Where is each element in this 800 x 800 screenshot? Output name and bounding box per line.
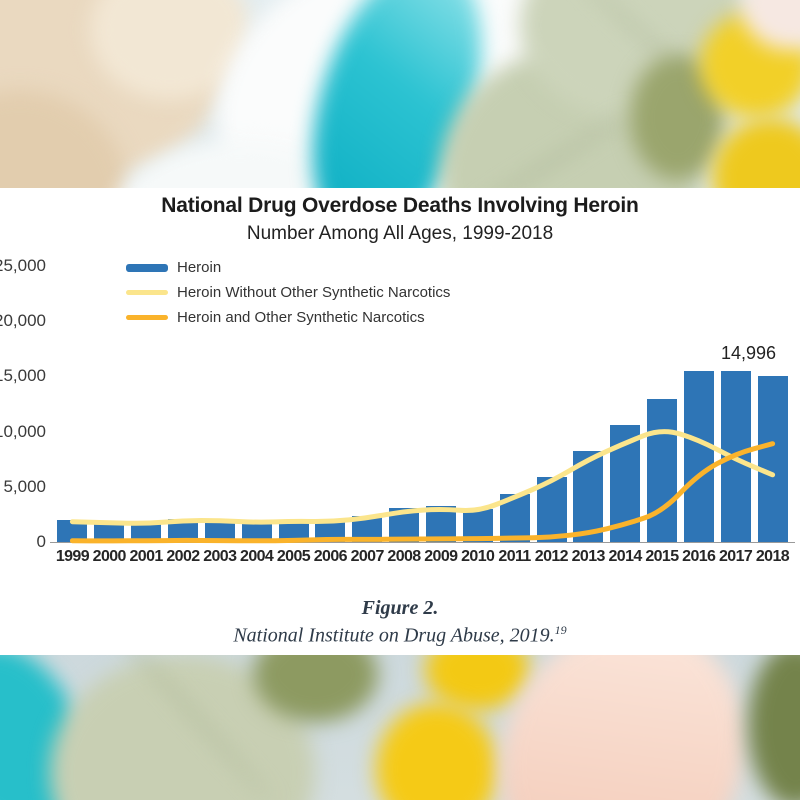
pills-photo-bottom bbox=[0, 655, 800, 800]
y-label-20000: 20,000 bbox=[0, 311, 46, 331]
x-label-2017: 2017 bbox=[719, 548, 753, 565]
x-label-2008: 2008 bbox=[387, 548, 421, 565]
x-label-2006: 2006 bbox=[313, 548, 348, 565]
caption-superscript: 19 bbox=[554, 623, 567, 637]
line-heroin-without-other-synthetic-narcotics bbox=[69, 429, 776, 526]
x-axis-line bbox=[50, 542, 795, 543]
plot-area bbox=[50, 266, 795, 544]
pill-yellow-2 bbox=[712, 118, 800, 188]
x-label-2012: 2012 bbox=[534, 548, 569, 565]
pill-green-right bbox=[748, 655, 800, 800]
y-label-5000: 5,000 bbox=[3, 476, 46, 496]
y-label-15000: 15,000 bbox=[0, 366, 46, 386]
caption-source-text: National Institute on Drug Abuse, 2019. bbox=[233, 624, 555, 647]
bar-2003 bbox=[204, 519, 235, 542]
legend-label-heroin-without: Heroin Without Other Synthetic Narcotics bbox=[177, 284, 451, 301]
x-label-2009: 2009 bbox=[424, 548, 458, 565]
bar-2000 bbox=[94, 521, 125, 542]
x-label-2011: 2011 bbox=[498, 548, 531, 565]
legend-swatch-heroin-with bbox=[126, 315, 168, 320]
pills-photo-top bbox=[0, 0, 800, 188]
bar-2002 bbox=[168, 518, 198, 542]
chart-panel: National Drug Overdose Deaths Involving … bbox=[0, 188, 800, 655]
bar-2018 bbox=[757, 376, 788, 542]
bar-2006 bbox=[315, 518, 346, 542]
y-axis-labels: 0 5,000 10,000 15,000 20,000 25,000 bbox=[0, 256, 46, 551]
x-label-1999: 1999 bbox=[55, 548, 90, 565]
legend-label-heroin: Heroin bbox=[177, 259, 222, 276]
x-label-2013: 2013 bbox=[571, 548, 606, 565]
x-label-2014: 2014 bbox=[608, 548, 642, 565]
bar-2005 bbox=[278, 519, 309, 542]
figure-caption-label: Figure 2. bbox=[361, 597, 439, 619]
chart-legend: Heroin Heroin Without Other Synthetic Na… bbox=[126, 255, 450, 330]
y-label-25000: 25,000 bbox=[0, 256, 46, 275]
annotation-2018-value: 14,996 bbox=[720, 343, 776, 363]
bar-2001 bbox=[131, 522, 162, 542]
x-label-2005: 2005 bbox=[276, 548, 311, 565]
x-label-2018: 2018 bbox=[755, 548, 790, 565]
bar-2004 bbox=[241, 521, 272, 542]
x-label-2010: 2010 bbox=[461, 548, 495, 565]
bar-2015 bbox=[647, 398, 677, 542]
chart-title: National Drug Overdose Deaths Involving … bbox=[161, 194, 639, 217]
x-label-2016: 2016 bbox=[682, 548, 716, 565]
x-label-2001: 2001 bbox=[129, 548, 164, 565]
chart-subtitle: Number Among All Ages, 1999-2018 bbox=[246, 223, 554, 244]
x-label-2002: 2002 bbox=[166, 548, 200, 565]
line-heroin-and-other-synthetic-narcotics bbox=[69, 441, 776, 544]
x-label-2007: 2007 bbox=[350, 548, 385, 565]
x-axis-labels: 1999 2000 2001 2002 2003 2004 2005 2006 2007 2008… bbox=[54, 548, 791, 566]
x-label-2015: 2015 bbox=[645, 548, 679, 565]
legend-swatch-heroin bbox=[126, 263, 168, 272]
bar-2016 bbox=[683, 371, 714, 542]
pill-yellow-4 bbox=[376, 703, 498, 800]
legend-label-heroin-with: Heroin and Other Synthetic Narcotics bbox=[177, 309, 425, 326]
legend-item-heroin: Heroin bbox=[126, 255, 450, 280]
y-label-10000: 10,000 bbox=[0, 421, 46, 441]
legend-item-heroin-without: Heroin Without Other Synthetic Narcotics bbox=[126, 280, 450, 305]
bar-1999 bbox=[57, 520, 88, 542]
figure-caption-source: National Institute on Drug Abuse, 2019.1… bbox=[0, 623, 800, 648]
x-label-2003: 2003 bbox=[203, 548, 237, 565]
y-label-0: 0 bbox=[36, 532, 46, 551]
pill-yellow-3 bbox=[425, 655, 530, 710]
x-label-2004: 2004 bbox=[240, 548, 274, 565]
legend-swatch-heroin-without bbox=[126, 290, 168, 295]
x-label-2000: 2000 bbox=[92, 548, 127, 565]
legend-item-heroin-with: Heroin and Other Synthetic Narcotics bbox=[126, 305, 450, 330]
